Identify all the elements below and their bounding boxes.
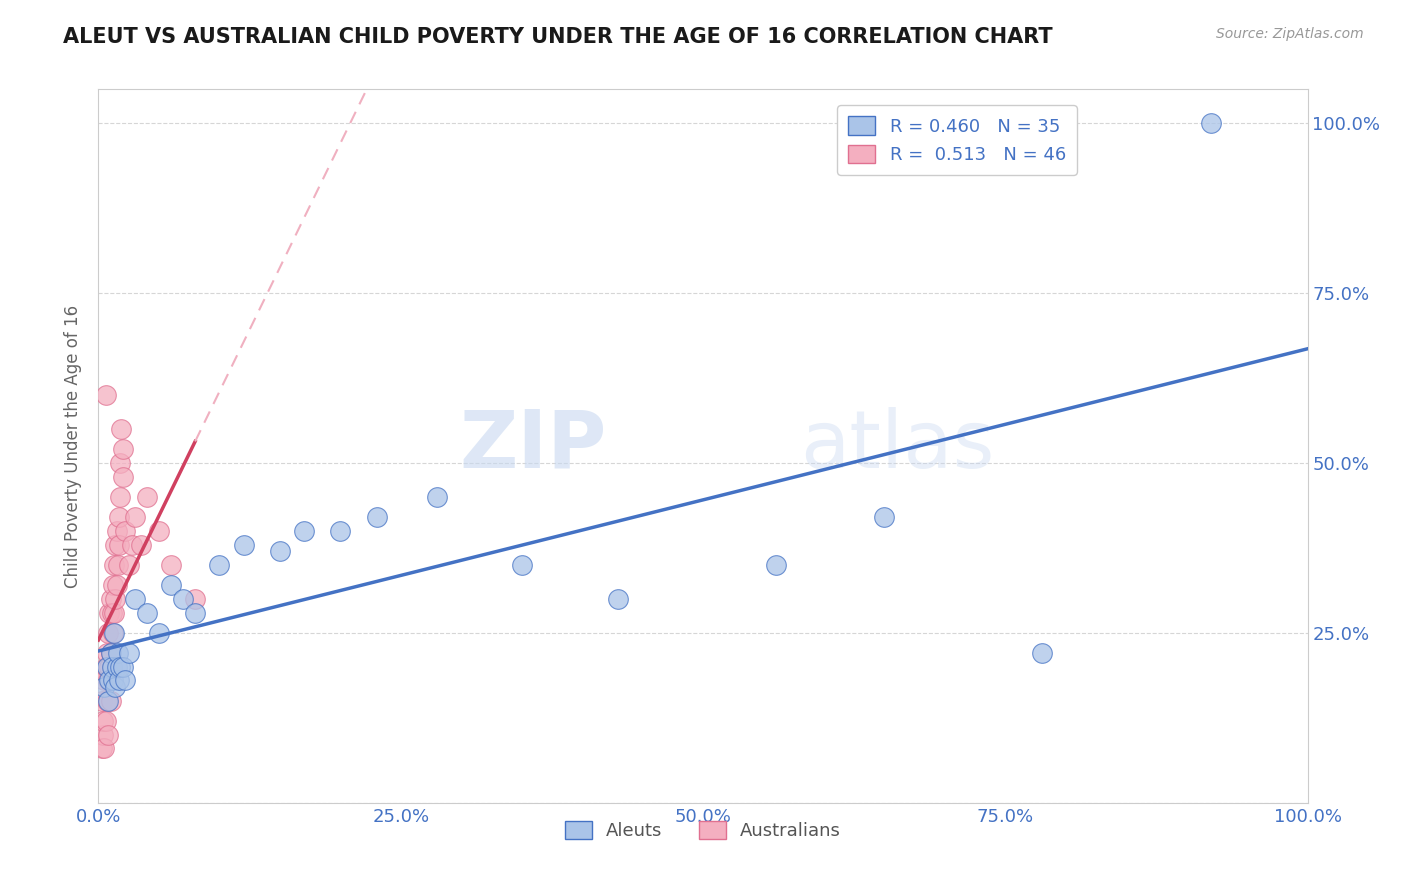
Point: [329, 524, 352, 538]
Point: [1199, 116, 1222, 130]
Point: [135, 490, 157, 504]
Point: [108, 673, 131, 688]
Point: [98, 606, 121, 620]
Point: [124, 591, 146, 606]
Point: [232, 537, 254, 551]
Point: [100, 694, 122, 708]
Point: [91, 714, 114, 729]
Point: [135, 606, 157, 620]
Point: [98, 660, 121, 674]
Point: [269, 544, 291, 558]
Point: [108, 537, 131, 551]
Point: [111, 469, 134, 483]
Point: [98, 673, 121, 688]
Point: [148, 626, 170, 640]
Point: [94, 714, 117, 729]
Point: [97, 728, 120, 742]
Point: [91, 741, 114, 756]
Point: [103, 558, 125, 572]
Point: [100, 660, 122, 674]
Point: [97, 694, 120, 708]
Point: [118, 558, 141, 572]
Text: ALEUT VS AUSTRALIAN CHILD POVERTY UNDER THE AGE OF 16 CORRELATION CHART: ALEUT VS AUSTRALIAN CHILD POVERTY UNDER …: [63, 27, 1053, 46]
Point: [124, 510, 146, 524]
Point: [111, 660, 134, 674]
Point: [101, 673, 124, 688]
Point: [366, 510, 388, 524]
Point: [91, 728, 114, 742]
Point: [101, 578, 124, 592]
Point: [107, 646, 129, 660]
Point: [105, 578, 128, 592]
Point: [104, 680, 127, 694]
Point: [108, 456, 131, 470]
Point: [129, 537, 152, 551]
Point: [607, 591, 630, 606]
Point: [1031, 646, 1053, 660]
Point: [208, 558, 231, 572]
Legend: Aleuts, Australians: Aleuts, Australians: [558, 814, 848, 847]
Point: [105, 660, 128, 674]
Point: [100, 646, 122, 660]
Point: [426, 490, 449, 504]
Point: [184, 591, 207, 606]
Point: [118, 646, 141, 660]
Point: [104, 591, 127, 606]
Point: [510, 558, 533, 572]
Point: [148, 524, 170, 538]
Point: [100, 646, 122, 660]
Point: [160, 558, 183, 572]
Point: [107, 558, 129, 572]
Point: [873, 510, 896, 524]
Point: [184, 606, 207, 620]
Point: [121, 537, 143, 551]
Point: [93, 673, 115, 688]
Point: [96, 694, 118, 708]
Point: [114, 524, 136, 538]
Point: [91, 694, 114, 708]
Point: [93, 741, 115, 756]
Point: [108, 660, 131, 674]
Point: [160, 578, 183, 592]
Text: Source: ZipAtlas.com: Source: ZipAtlas.com: [1216, 27, 1364, 41]
Point: [97, 626, 120, 640]
Text: atlas: atlas: [800, 407, 994, 485]
Text: ZIP: ZIP: [458, 407, 606, 485]
Point: [103, 606, 125, 620]
Point: [101, 626, 124, 640]
Point: [105, 524, 128, 538]
Point: [111, 442, 134, 457]
Point: [93, 680, 115, 694]
Point: [108, 510, 131, 524]
Point: [94, 388, 117, 402]
Point: [110, 422, 132, 436]
Point: [100, 606, 122, 620]
Point: [96, 646, 118, 660]
Point: [114, 673, 136, 688]
Point: [172, 591, 194, 606]
Point: [100, 591, 122, 606]
Point: [292, 524, 315, 538]
Point: [104, 537, 127, 551]
Point: [765, 558, 787, 572]
Point: [94, 660, 117, 674]
Point: [100, 660, 122, 674]
Point: [96, 660, 118, 674]
Y-axis label: Child Poverty Under the Age of 16: Child Poverty Under the Age of 16: [65, 304, 83, 588]
Point: [97, 673, 120, 688]
Point: [108, 490, 131, 504]
Point: [103, 626, 125, 640]
